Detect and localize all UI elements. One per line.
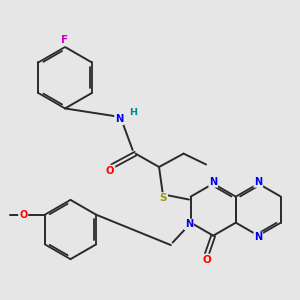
Text: F: F <box>61 35 69 46</box>
Text: N: N <box>254 177 262 187</box>
Text: O: O <box>202 254 211 265</box>
Text: N: N <box>254 232 262 242</box>
Text: O: O <box>19 210 27 220</box>
Text: N: N <box>209 177 217 187</box>
Text: S: S <box>160 193 167 203</box>
Text: N: N <box>115 114 124 124</box>
Text: H: H <box>129 108 137 117</box>
Text: O: O <box>106 166 115 176</box>
Text: N: N <box>185 220 193 230</box>
